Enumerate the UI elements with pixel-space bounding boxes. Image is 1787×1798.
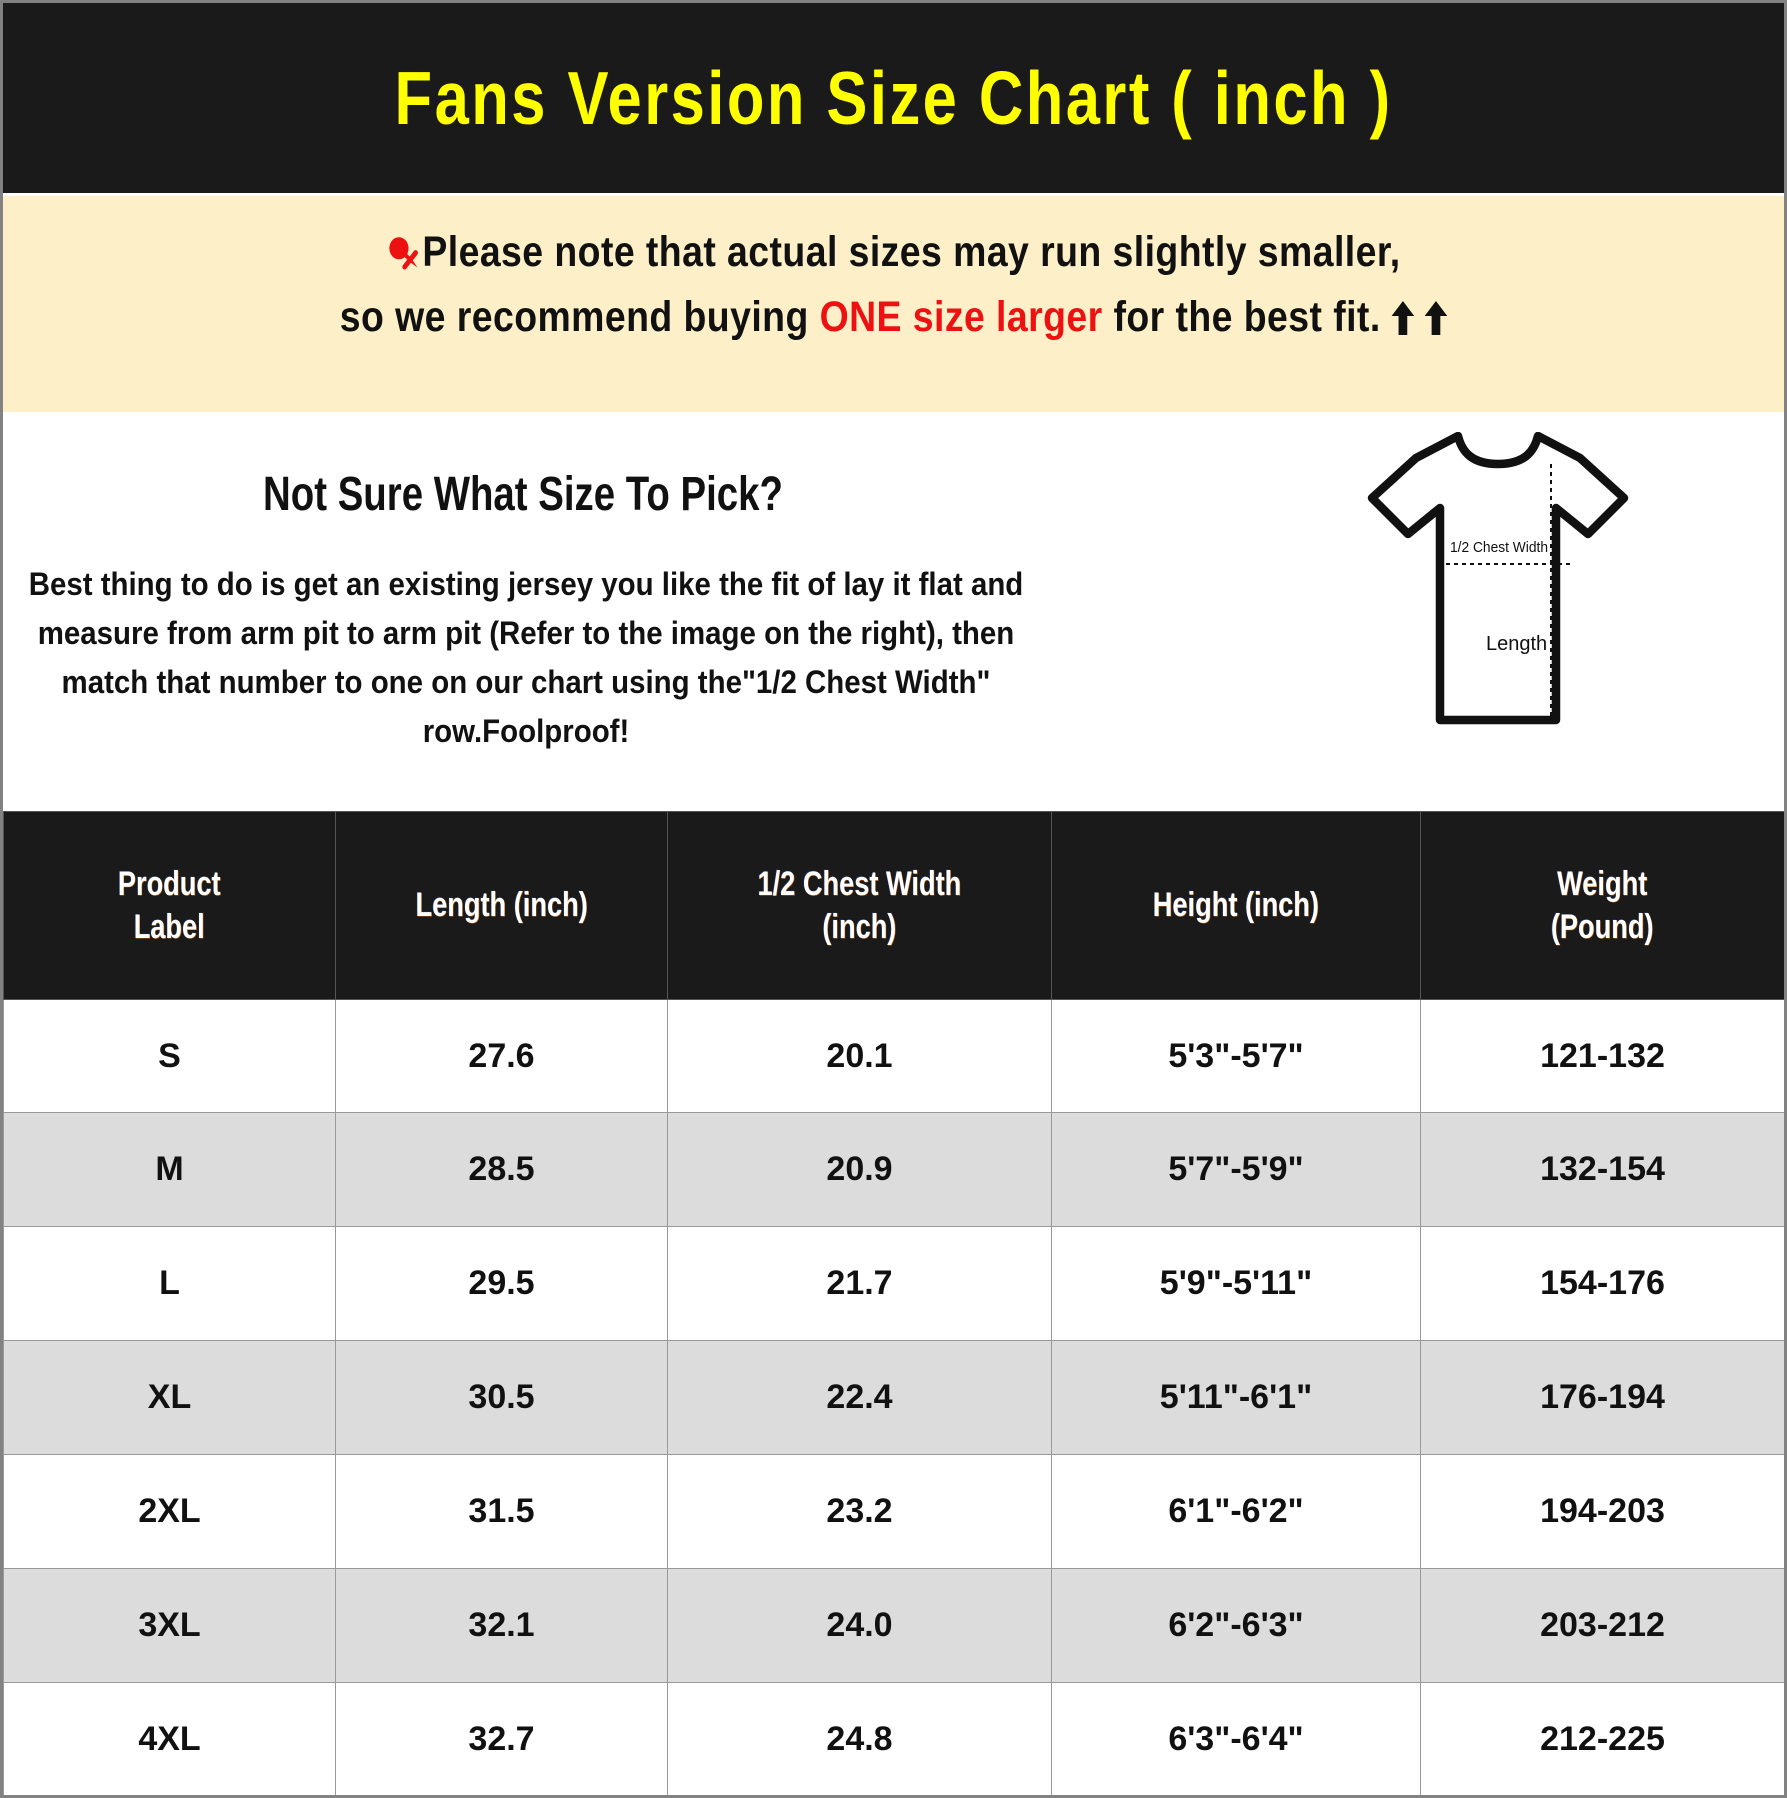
svg-text:1/2 Chest Width: 1/2 Chest Width <box>1450 539 1548 556</box>
svg-text:Length: Length <box>1486 633 1547 655</box>
